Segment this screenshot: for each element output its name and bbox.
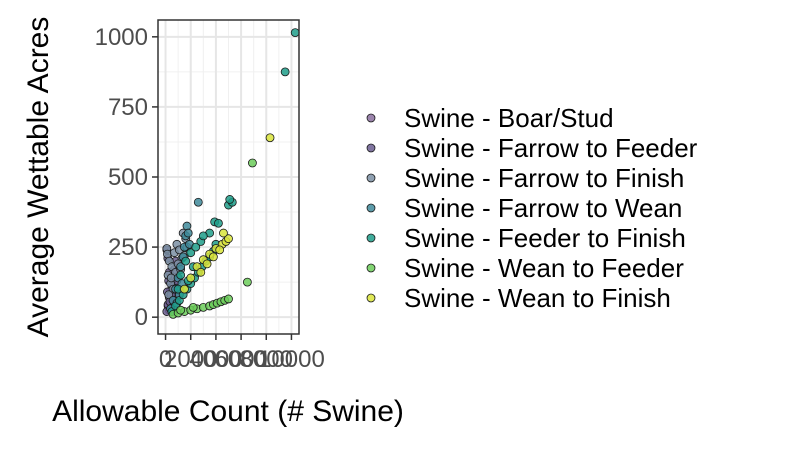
data-point-series-6 xyxy=(219,228,228,238)
data-point-series-6 xyxy=(202,259,212,269)
y-tick-label: 750 xyxy=(108,94,148,121)
x-tick-label: 4000 xyxy=(189,346,242,373)
legend-label-2: Swine - Farrow to Finish xyxy=(404,163,684,193)
data-point-series-4 xyxy=(191,242,201,252)
data-point-series-3 xyxy=(176,262,186,272)
data-point-series-4 xyxy=(186,248,196,258)
data-point-series-4 xyxy=(214,218,223,228)
data-point-series-4 xyxy=(290,28,300,38)
data-point-series-4 xyxy=(181,256,191,266)
data-point-series-6 xyxy=(215,245,225,255)
data-point-series-4 xyxy=(225,195,235,204)
data-point-series-5 xyxy=(242,277,252,287)
legend-label-0: Swine - Boar/Stud xyxy=(404,103,614,133)
data-point-series-5 xyxy=(176,305,186,315)
legend-key-5 xyxy=(366,263,376,273)
legend-key-2 xyxy=(366,173,376,183)
data-point-series-6 xyxy=(186,273,196,283)
data-point-series-5 xyxy=(224,294,233,304)
legend-label-4: Swine - Feeder to Finish xyxy=(404,223,686,253)
y-tick-label: 250 xyxy=(108,234,148,261)
data-point-series-4 xyxy=(280,67,290,77)
x-tick-label: 2000 xyxy=(164,346,217,373)
x-axis-title: Allowable Count (# Swine) xyxy=(52,395,404,428)
x-tick-label: 8000 xyxy=(240,346,293,373)
legend-label-3: Swine - Farrow to Wean xyxy=(404,193,682,223)
data-point-series-3 xyxy=(183,228,193,238)
y-tick-label: 1000 xyxy=(95,24,148,51)
data-point-series-6 xyxy=(196,267,206,277)
data-point-series-5 xyxy=(248,158,257,168)
y-tick-label: 0 xyxy=(135,304,148,331)
data-point-series-6 xyxy=(265,133,275,143)
legend-label-1: Swine - Farrow to Feeder xyxy=(404,133,698,163)
legend-key-6 xyxy=(366,293,376,303)
legend-label-6: Swine - Wean to Finish xyxy=(404,283,671,313)
data-point-series-5 xyxy=(188,302,198,312)
x-tick-label: 6000 xyxy=(214,346,267,373)
data-point-series-3 xyxy=(193,197,203,207)
x-tick-label: 0 xyxy=(159,346,172,373)
data-points xyxy=(162,28,300,319)
legend-label-5: Swine - Wean to Feeder xyxy=(404,253,684,283)
legend-key-3 xyxy=(366,203,376,213)
legend-key-4 xyxy=(366,233,376,243)
legend-key-1 xyxy=(366,143,376,153)
data-point-series-6 xyxy=(224,234,233,244)
y-tick-label: 500 xyxy=(108,164,148,191)
y-axis-title: Average Wettable Acres xyxy=(22,17,55,338)
data-point-series-4 xyxy=(176,270,186,280)
data-point-series-6 xyxy=(208,252,218,262)
data-point-series-4 xyxy=(198,231,208,241)
legend-key-0 xyxy=(366,113,376,123)
data-point-series-6 xyxy=(180,284,189,294)
x-tick-label: 10000 xyxy=(258,346,325,373)
